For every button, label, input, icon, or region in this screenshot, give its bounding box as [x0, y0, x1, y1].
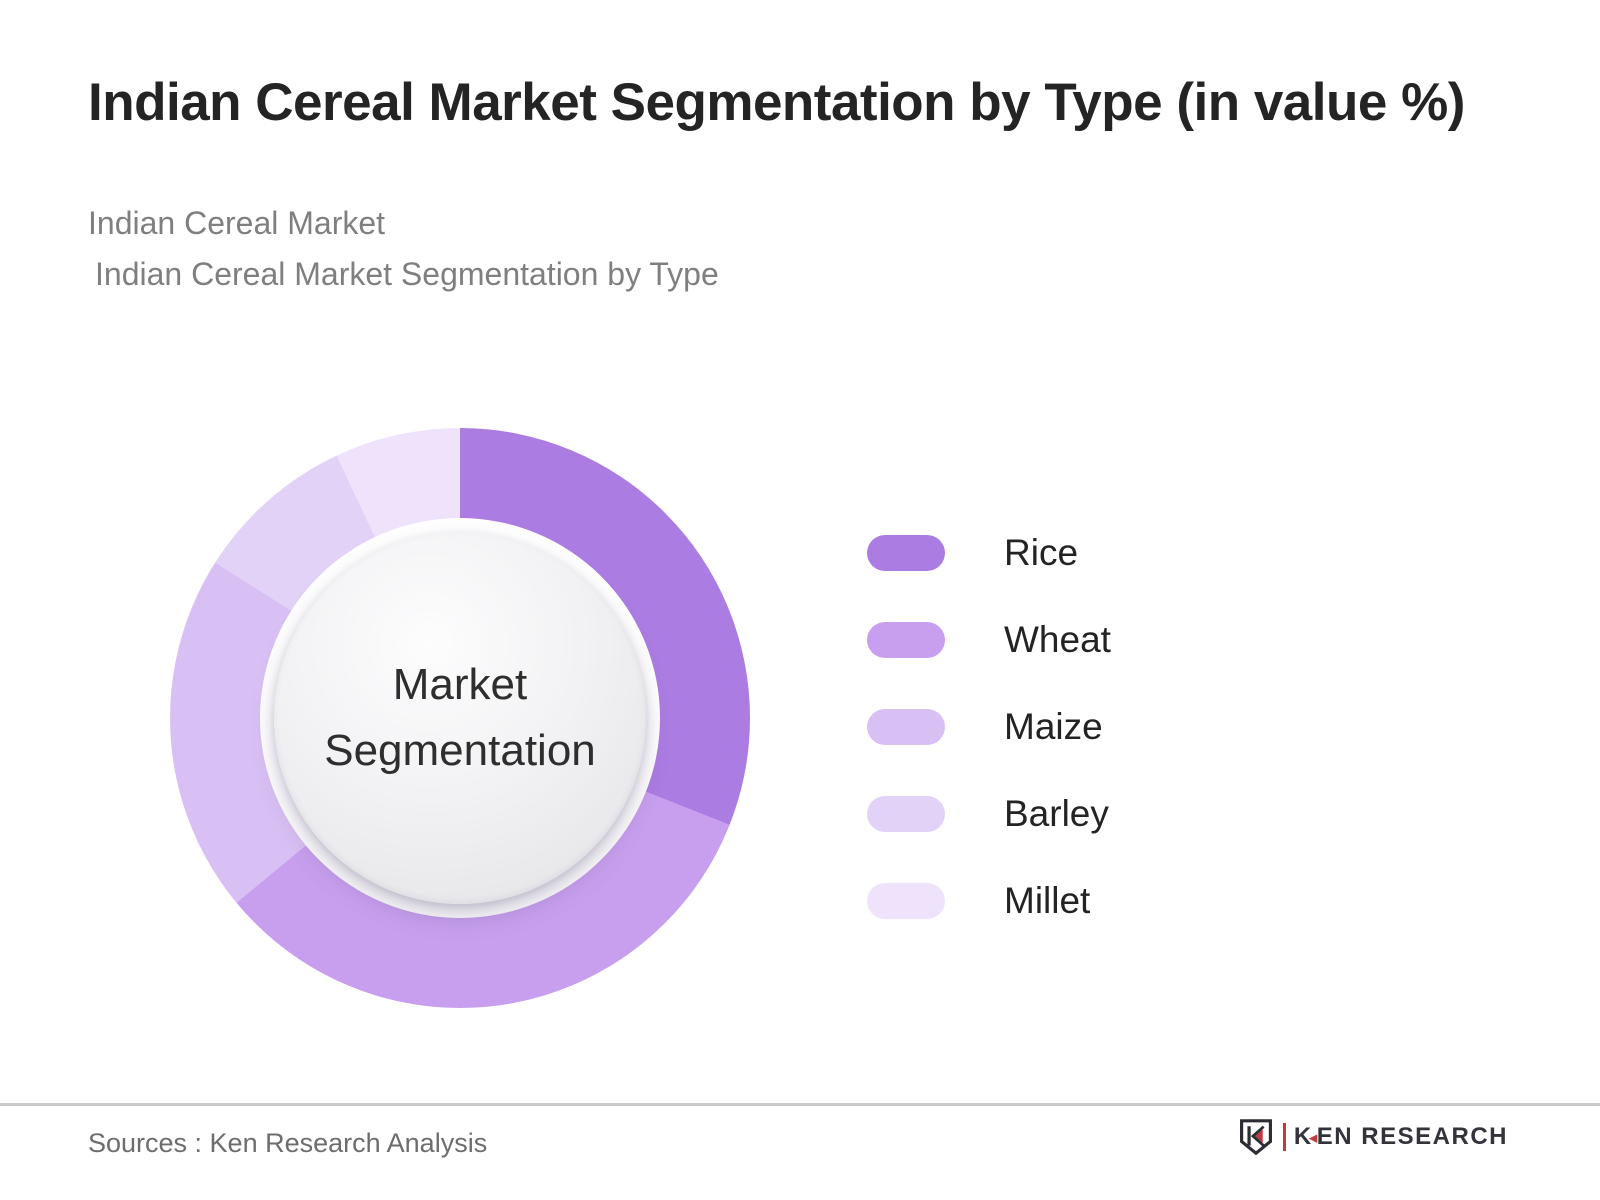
legend-swatch — [867, 796, 945, 832]
legend-item: Maize — [867, 706, 1111, 747]
donut-center-circle: Market Segmentation — [274, 532, 646, 904]
sources-text: Sources : Ken Research Analysis — [88, 1128, 488, 1158]
shield-k-icon — [1239, 1119, 1272, 1156]
donut-center-label: Market Segmentation — [324, 660, 596, 775]
donut-chart: Market Segmentation — [170, 428, 750, 1008]
legend-label: Maize — [1004, 706, 1103, 747]
legend-label: Barley — [1004, 793, 1109, 834]
footer-divider — [0, 1103, 1600, 1106]
brand-k: K — [1293, 1123, 1313, 1150]
legend-item: Millet — [867, 880, 1111, 921]
legend-swatch — [867, 883, 945, 919]
legend-item: Wheat — [867, 619, 1111, 660]
legend-label: Millet — [1004, 880, 1091, 921]
legend-item: Rice — [867, 532, 1111, 573]
legend-label: Wheat — [1004, 619, 1111, 660]
ken-research-logo: K ◂ EN RESEARCH — [1238, 1117, 1508, 1157]
legend-swatch — [867, 535, 945, 571]
brand-name: K ◂ EN RESEARCH — [1294, 1123, 1508, 1151]
legend-swatch — [867, 622, 945, 658]
subtitle-line-2: Indian Cereal Market Segmentation by Typ… — [95, 256, 719, 292]
legend-label: Rice — [1004, 532, 1079, 573]
chart-legend: Rice Wheat Maize Barley Millet — [867, 532, 1111, 970]
legend-swatch — [867, 709, 945, 745]
red-triangle-icon: ◂ — [1308, 1127, 1319, 1147]
subtitle-block: Indian Cereal Market Indian Cereal Marke… — [88, 198, 719, 300]
brand-rest: EN RESEARCH — [1316, 1123, 1508, 1150]
page-title: Indian Cereal Market Segmentation by Typ… — [88, 73, 1465, 132]
subtitle-line-1: Indian Cereal Market — [88, 205, 386, 241]
legend-item: Barley — [867, 793, 1111, 834]
brand-divider-bar — [1282, 1123, 1286, 1151]
